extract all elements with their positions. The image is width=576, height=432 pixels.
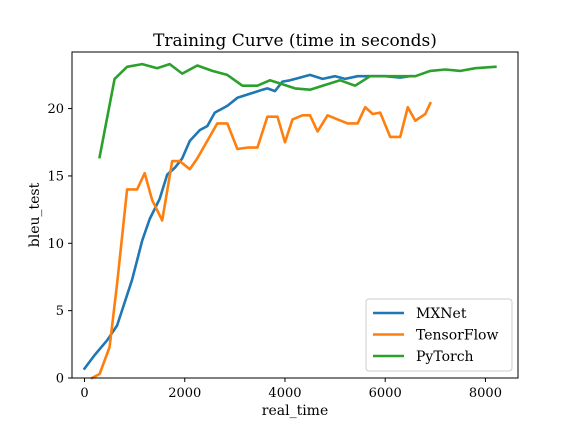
series-line-tensorflow <box>90 101 433 380</box>
y-tick-label: 5 <box>56 304 64 319</box>
y-tick-label: 10 <box>47 237 64 252</box>
y-tick-label: 15 <box>47 169 64 184</box>
legend-box <box>365 298 513 372</box>
x-tick-label: 2000 <box>168 386 201 401</box>
legend-label-mxnet: MXNet <box>416 306 467 322</box>
x-axis-label: real_time <box>262 403 328 419</box>
x-tick-label: 4000 <box>268 386 301 401</box>
x-tick-label: 6000 <box>369 386 402 401</box>
legend-label-tensorflow: TensorFlow <box>416 328 498 344</box>
axes-frame <box>71 51 519 379</box>
legend-label-pytorch: PyTorch <box>416 349 474 365</box>
series-layer <box>82 62 497 380</box>
y-axis-ticks: 0 5 10 15 20 <box>47 102 72 387</box>
y-axis-label: bleu_test <box>27 182 43 247</box>
x-tick-label: 0 <box>80 386 88 401</box>
y-tick-label: 20 <box>47 102 64 117</box>
chart-title: Training Curve (time in seconds) <box>153 31 437 51</box>
series-line-mxnet <box>82 73 412 371</box>
x-axis-ticks: 0 2000 4000 6000 8000 <box>80 378 502 401</box>
legend: MXNet TensorFlow PyTorch <box>365 298 513 372</box>
x-tick-label: 8000 <box>469 386 502 401</box>
plot-frame <box>71 51 519 379</box>
series-line-pytorch <box>98 62 497 159</box>
y-tick-label: 0 <box>56 372 64 387</box>
